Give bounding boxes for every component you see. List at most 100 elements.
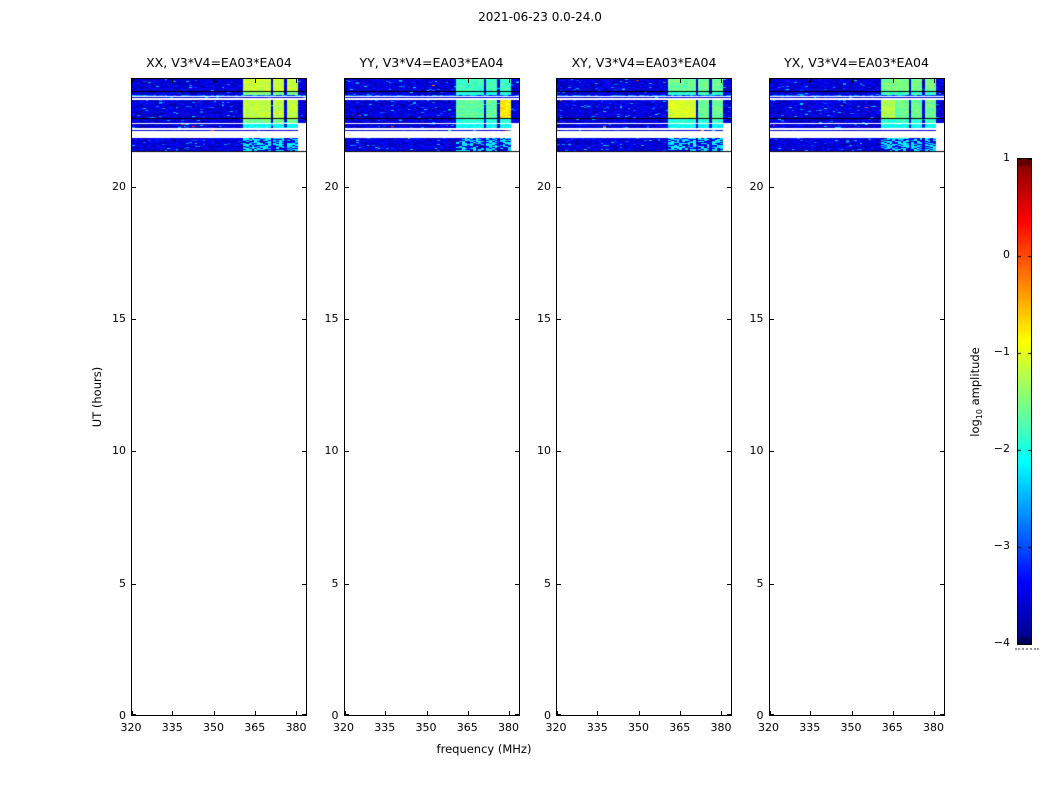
y-tick-mark <box>557 451 561 452</box>
x-tick-mark <box>680 79 681 83</box>
x-tick-mark <box>933 79 935 83</box>
y-tick-mark <box>514 714 519 715</box>
colorbar-label-prefix: log <box>967 419 982 437</box>
panel-title-XY: XY, V3*V4=EA03*EA04 <box>571 55 717 70</box>
y-tick-label: 10 <box>537 444 551 457</box>
y-tick-mark <box>132 714 136 715</box>
y-tick-mark <box>939 714 944 715</box>
x-tick-mark <box>639 79 640 83</box>
x-tick-mark <box>296 79 297 83</box>
y-tick-mark <box>939 319 944 320</box>
y-axis-label: UT (hours) <box>90 366 104 428</box>
colorbar-tick-label: −1 <box>993 345 1010 358</box>
colorbar-tick-label: 1 <box>1003 151 1010 164</box>
x-tick-label: 365 <box>881 721 903 734</box>
colorbar-tick-label: −4 <box>993 636 1010 649</box>
y-tick-label: 5 <box>544 577 551 590</box>
x-tick-mark <box>721 711 722 715</box>
colorbar-gradient <box>1018 159 1031 644</box>
x-tick-label: 350 <box>415 721 437 734</box>
spectrogram-YX <box>769 79 944 715</box>
x-tick-label: 320 <box>333 721 354 734</box>
y-tick-mark <box>727 451 731 452</box>
y-tick-mark <box>514 187 519 188</box>
y-tick-label: 10 <box>112 444 126 457</box>
y-tick-mark <box>769 451 774 452</box>
y-tick-mark <box>727 319 731 320</box>
y-tick-mark <box>514 451 519 452</box>
y-tick-mark <box>727 584 731 585</box>
x-tick-label: 365 <box>456 721 478 734</box>
panel-YX <box>768 78 945 716</box>
y-tick-mark <box>132 451 136 452</box>
y-tick-mark <box>344 319 349 320</box>
y-tick-mark <box>302 319 306 320</box>
x-tick-mark <box>132 79 133 83</box>
y-tick-label: 15 <box>537 312 551 325</box>
x-tick-label: 320 <box>758 721 779 734</box>
x-tick-label: 380 <box>498 721 519 734</box>
x-tick-mark <box>721 79 722 83</box>
x-tick-mark <box>933 711 935 715</box>
y-tick-label: 15 <box>324 312 339 325</box>
spectrogram-XY <box>557 79 731 715</box>
panel-XX <box>131 78 307 716</box>
x-tick-mark <box>296 711 297 715</box>
y-tick-label: 20 <box>749 180 764 193</box>
x-tick-mark <box>384 79 386 83</box>
y-tick-mark <box>302 584 306 585</box>
colorbar-tick-label: 0 <box>1003 248 1010 261</box>
x-tick-mark <box>426 711 428 715</box>
x-tick-mark <box>892 79 894 83</box>
x-tick-mark <box>851 711 853 715</box>
x-tick-mark <box>809 711 811 715</box>
y-tick-mark <box>727 714 731 715</box>
y-tick-label: 20 <box>324 180 339 193</box>
x-tick-mark <box>467 79 469 83</box>
y-tick-label: 20 <box>537 180 551 193</box>
y-tick-label: 10 <box>324 444 339 457</box>
y-tick-mark <box>769 319 774 320</box>
y-tick-mark <box>344 714 349 715</box>
x-tick-mark <box>384 711 386 715</box>
colorbar-tick-label: −2 <box>993 442 1010 455</box>
y-tick-mark <box>557 714 561 715</box>
x-tick-label: 350 <box>203 721 224 734</box>
y-tick-mark <box>769 584 774 585</box>
y-tick-mark <box>939 451 944 452</box>
x-tick-label: 380 <box>285 721 307 734</box>
y-tick-label: 5 <box>119 577 126 590</box>
x-tick-label: 335 <box>799 721 821 734</box>
y-tick-mark <box>557 319 561 320</box>
panel-title-YX: YX, V3*V4=EA03*EA04 <box>784 55 929 70</box>
y-tick-mark <box>302 187 306 188</box>
x-tick-mark <box>344 79 346 83</box>
y-tick-mark <box>302 714 306 715</box>
x-tick-label: 365 <box>244 721 266 734</box>
x-tick-mark <box>769 711 771 715</box>
y-tick-mark <box>344 451 349 452</box>
x-tick-mark <box>172 711 173 715</box>
y-tick-mark <box>769 714 774 715</box>
x-tick-mark <box>892 711 894 715</box>
x-tick-mark <box>255 711 256 715</box>
y-tick-mark <box>769 187 774 188</box>
panel-title-XX: XX, V3*V4=EA03*EA04 <box>146 55 292 70</box>
x-tick-mark <box>508 79 510 83</box>
y-tick-mark <box>557 187 561 188</box>
y-tick-mark <box>132 584 136 585</box>
colorbar-label: log10 amplitude <box>968 347 984 437</box>
x-tick-label: 365 <box>669 721 691 734</box>
x-tick-label: 335 <box>586 721 608 734</box>
x-tick-label: 320 <box>545 721 567 734</box>
x-tick-mark <box>597 79 598 83</box>
y-tick-label: 0 <box>331 709 339 722</box>
panel-XY <box>556 78 732 716</box>
y-tick-label: 10 <box>749 444 764 457</box>
x-tick-mark <box>132 711 133 715</box>
x-tick-mark <box>508 711 510 715</box>
x-axis-label: frequency (MHz) <box>436 742 532 756</box>
y-tick-label: 0 <box>756 709 764 722</box>
colorbar-label-suffix: amplitude <box>967 347 982 410</box>
